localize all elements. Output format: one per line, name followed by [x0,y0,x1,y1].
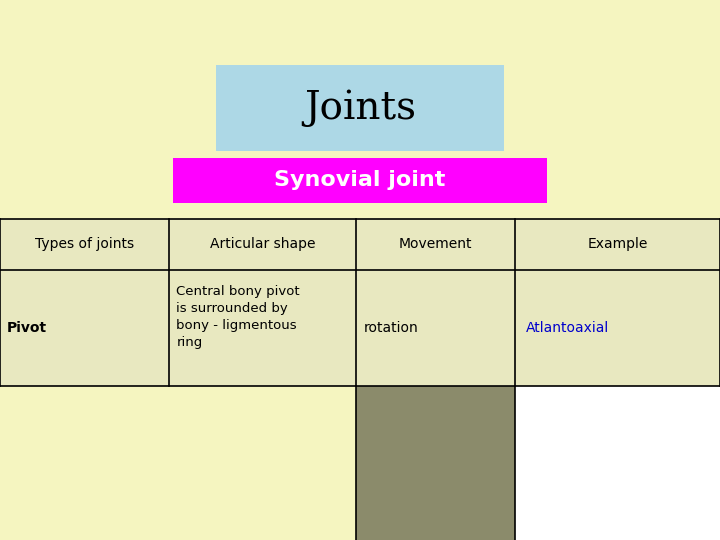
Text: Articular shape: Articular shape [210,238,315,251]
FancyBboxPatch shape [0,219,720,270]
Text: Movement: Movement [399,238,472,251]
Text: Pivot: Pivot [7,321,48,335]
FancyBboxPatch shape [356,386,515,540]
FancyBboxPatch shape [0,270,720,386]
Text: Types of joints: Types of joints [35,238,134,251]
Text: Joints: Joints [304,89,416,127]
Text: Central bony pivot
is surrounded by
bony - ligmentous
ring: Central bony pivot is surrounded by bony… [176,285,300,349]
FancyBboxPatch shape [0,386,356,540]
FancyBboxPatch shape [173,158,547,202]
FancyBboxPatch shape [216,65,504,151]
FancyBboxPatch shape [515,386,720,540]
Text: Atlantoaxial: Atlantoaxial [526,321,609,335]
Text: Example: Example [588,238,647,251]
Text: rotation: rotation [364,321,418,335]
Text: Synovial joint: Synovial joint [274,170,446,191]
